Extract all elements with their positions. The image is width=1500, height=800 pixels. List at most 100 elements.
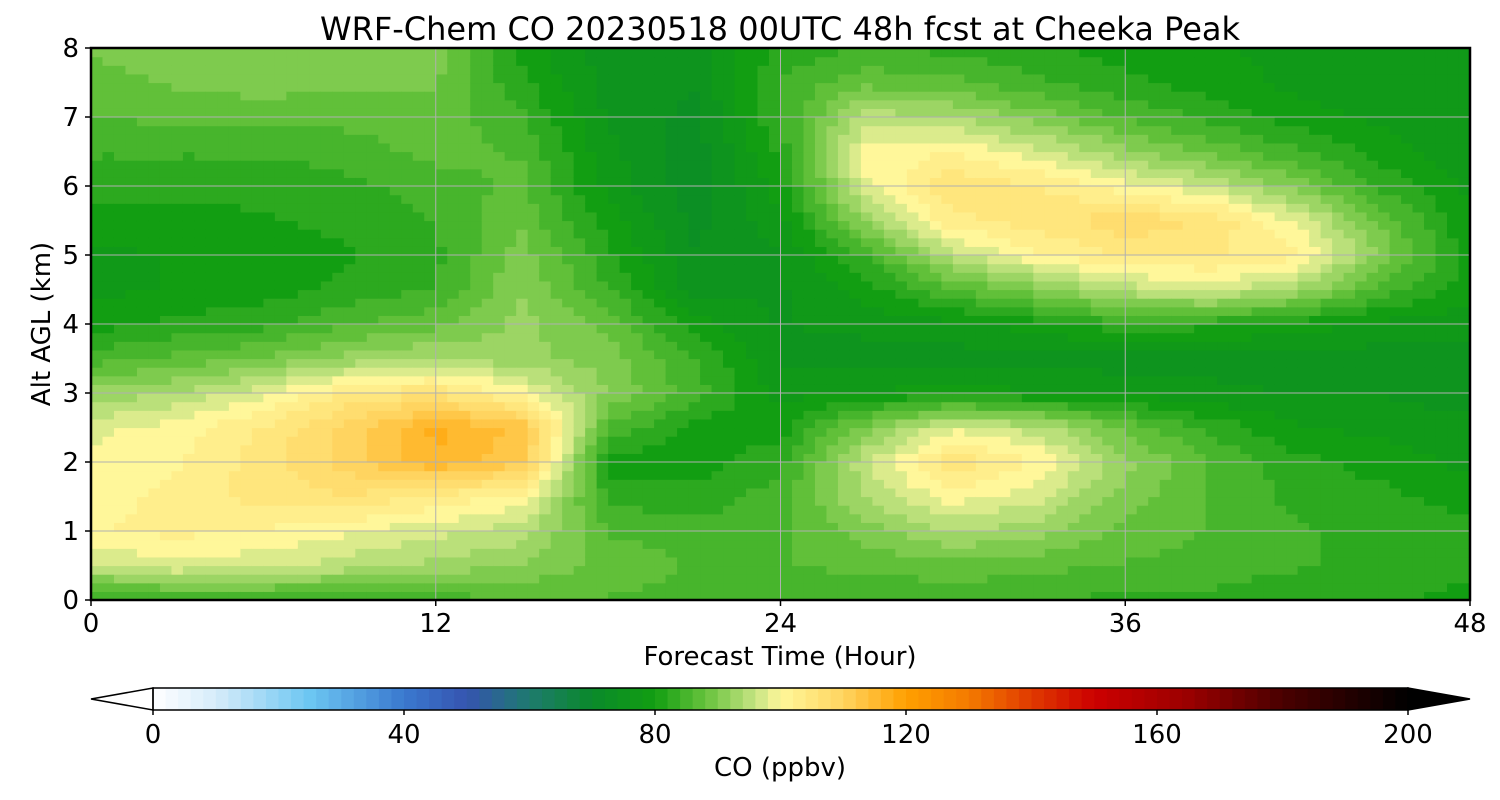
field-cell	[918, 315, 931, 325]
field-cell	[826, 117, 839, 127]
field-cell	[596, 582, 609, 592]
field-cell	[608, 134, 621, 144]
field-cell	[573, 177, 586, 187]
field-cell	[826, 168, 839, 178]
field-cell	[148, 306, 161, 316]
field-cell	[596, 479, 609, 489]
field-cell	[412, 479, 425, 489]
field-cell	[424, 487, 437, 498]
field-cell	[906, 436, 919, 446]
field-cell	[975, 531, 988, 541]
field-cell	[608, 142, 621, 153]
field-cell	[102, 306, 115, 316]
field-cell	[504, 211, 517, 222]
field-cell	[274, 324, 287, 334]
field-cell	[952, 237, 965, 247]
field-cell	[136, 229, 150, 239]
field-cell	[849, 73, 862, 84]
field-cell	[493, 246, 506, 256]
field-cell	[412, 462, 425, 472]
field-cell	[631, 306, 644, 316]
field-cell	[654, 298, 667, 308]
field-cell	[102, 444, 115, 454]
field-cell	[125, 315, 138, 325]
field-cell	[975, 177, 988, 187]
field-cell	[883, 91, 897, 101]
field-cell	[493, 108, 506, 118]
field-cell	[527, 117, 540, 127]
field-cell	[688, 263, 701, 273]
field-cell	[125, 513, 138, 523]
field-cell	[332, 462, 345, 472]
field-cell	[274, 427, 287, 437]
field-cell	[286, 315, 299, 325]
field-cell	[826, 548, 839, 558]
field-cell	[470, 289, 483, 299]
field-cell	[711, 298, 724, 308]
field-cell	[159, 229, 173, 239]
field-cell	[619, 487, 632, 498]
field-cell	[803, 246, 816, 256]
field-cell	[826, 56, 839, 66]
field-cell	[286, 531, 299, 541]
field-cell	[918, 513, 931, 523]
field-cell	[320, 117, 333, 127]
field-cell	[631, 367, 644, 377]
field-cell	[814, 513, 828, 523]
field-cell	[366, 280, 379, 291]
field-cell	[205, 134, 219, 144]
field-cell	[366, 73, 379, 84]
field-cell	[826, 220, 839, 230]
field-cell	[389, 246, 402, 256]
field-cell	[619, 289, 632, 299]
field-cell	[217, 436, 230, 446]
field-cell	[585, 211, 598, 222]
field-cell	[883, 367, 897, 377]
field-cell	[493, 117, 506, 127]
field-cell	[228, 237, 241, 247]
field-cell	[159, 556, 173, 567]
field-cell	[274, 177, 287, 187]
field-cell	[263, 548, 276, 558]
field-cell	[389, 203, 402, 213]
field-cell	[355, 341, 368, 351]
field-cell	[849, 393, 862, 403]
field-cell	[918, 479, 931, 489]
field-cell	[734, 82, 747, 92]
field-cell	[217, 324, 230, 334]
field-cell	[734, 427, 747, 437]
field-cell	[677, 462, 690, 472]
field-cell	[780, 194, 793, 204]
field-cell	[148, 531, 161, 541]
field-cell	[389, 436, 402, 446]
field-cell	[964, 349, 977, 360]
field-cell	[297, 56, 310, 66]
field-cell	[814, 48, 828, 58]
field-cell	[562, 82, 575, 92]
field-cell	[251, 513, 264, 523]
field-cell	[366, 125, 379, 135]
field-cell	[769, 410, 782, 420]
field-cell	[320, 393, 333, 403]
field-cell	[205, 298, 219, 308]
field-cell	[883, 531, 897, 541]
field-cell	[136, 220, 150, 230]
field-cell	[573, 367, 586, 377]
field-cell	[102, 160, 115, 170]
field-cell	[171, 82, 184, 92]
field-cell	[619, 91, 632, 101]
field-cell	[217, 444, 230, 454]
field-cell	[608, 298, 621, 308]
field-cell	[182, 194, 196, 204]
field-cell	[458, 56, 471, 66]
field-cell	[975, 548, 988, 558]
field-cell	[539, 470, 552, 480]
field-cell	[389, 108, 402, 118]
field-cell	[205, 125, 219, 135]
field-cell	[723, 479, 736, 489]
field-cell	[378, 591, 391, 600]
field-cell	[401, 505, 414, 515]
field-cell	[217, 229, 230, 239]
field-cell	[516, 401, 529, 411]
field-cell	[837, 229, 851, 239]
